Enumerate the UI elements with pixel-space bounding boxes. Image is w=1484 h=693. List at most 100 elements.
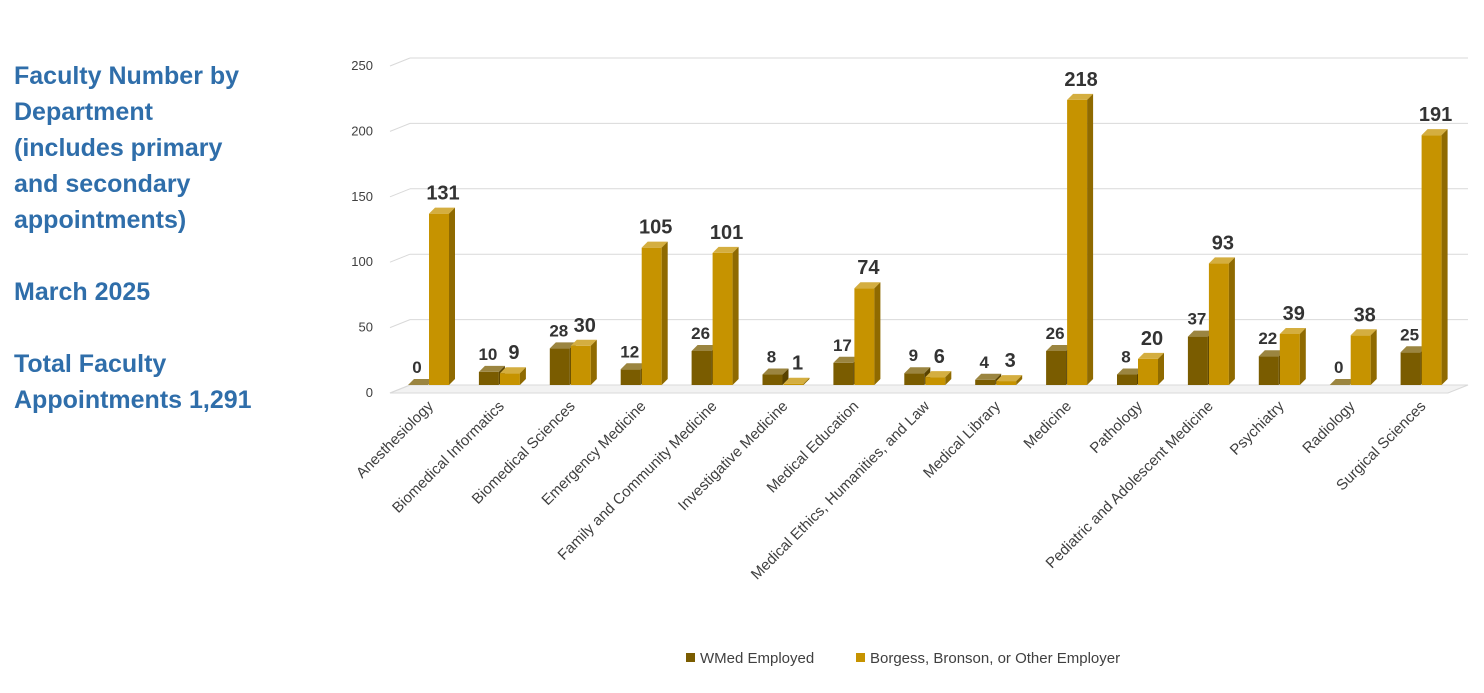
data-label-wmed: 25 [1400, 325, 1419, 344]
data-label-other: 93 [1212, 232, 1234, 254]
bar-front [499, 373, 520, 385]
legend-label-other: Borgess, Bronson, or Other Employer [870, 650, 1120, 667]
gridline-depth [389, 188, 411, 198]
data-label-wmed: 26 [691, 324, 710, 343]
bar-top [712, 246, 739, 253]
data-label-other: 6 [934, 346, 945, 368]
bar-front [854, 288, 875, 385]
panel-title-line: and secondary [14, 170, 191, 198]
data-label-other: 131 [426, 183, 459, 205]
bar-side [1441, 129, 1448, 385]
bar-front [1117, 374, 1137, 385]
bar-top [1400, 346, 1427, 353]
bar-front [1350, 335, 1371, 385]
data-label-wmed: 12 [620, 342, 639, 361]
data-label-wmed: 22 [1258, 329, 1277, 348]
bar-front [1187, 336, 1208, 385]
data-label-other: 191 [1419, 104, 1452, 126]
data-label-wmed: 8 [767, 348, 776, 367]
bar-side [1087, 93, 1094, 385]
panel-title-line: (includes primary [14, 134, 223, 162]
bar-top [1067, 93, 1094, 100]
data-label-wmed: 9 [909, 346, 918, 365]
category-label: Psychiatry [1227, 397, 1288, 458]
bar-front [620, 369, 641, 385]
y-tick-label: 100 [351, 254, 373, 269]
data-label-wmed: 28 [549, 321, 568, 340]
bar-top [996, 375, 1023, 382]
legend-swatch-wmed [686, 653, 695, 662]
panel-date: March 2025 [14, 278, 151, 306]
bar-front [641, 247, 662, 385]
bar-top [1187, 330, 1214, 337]
bar-top [1421, 129, 1448, 136]
bar-top [570, 339, 597, 346]
category-label: Medicine [1020, 398, 1074, 452]
category-label: Radiology [1299, 397, 1359, 457]
bar-top [1046, 344, 1073, 351]
bar-top [478, 365, 505, 372]
bar-front [691, 350, 712, 385]
data-label-wmed: 0 [1334, 358, 1343, 377]
data-label-wmed: 8 [1121, 348, 1130, 367]
data-label-other: 101 [710, 222, 743, 244]
bar-side [519, 367, 526, 385]
bar-side [732, 246, 739, 385]
bar-front [1046, 350, 1067, 385]
y-tick-label: 150 [351, 189, 373, 204]
data-label-other: 74 [857, 257, 880, 279]
data-label-wmed: 17 [833, 336, 852, 355]
bar-side [1370, 329, 1377, 385]
bar-front [429, 213, 449, 385]
bar-side [782, 368, 789, 385]
side-panel: Faculty Number by Department (includes p… [14, 58, 314, 418]
gridline-depth [389, 122, 411, 132]
data-label-other: 1 [792, 353, 803, 375]
bar-top [691, 344, 718, 351]
bar-top [1258, 350, 1285, 357]
bar-top [833, 356, 860, 363]
legend-swatch-other [856, 653, 865, 662]
data-label-other: 39 [1283, 303, 1305, 325]
data-label-other: 218 [1064, 69, 1097, 91]
bar-top [1117, 368, 1143, 375]
bar-top [549, 342, 576, 349]
bar-side [590, 339, 597, 385]
bar-top [1279, 327, 1306, 334]
bar-top [1138, 352, 1164, 359]
bar-side [1228, 257, 1235, 385]
bars-layer [408, 93, 1448, 385]
data-label-wmed: 10 [478, 345, 497, 364]
panel-title-line: Department [14, 98, 153, 126]
bar-side [1016, 375, 1023, 385]
gridline-depth [389, 384, 411, 394]
bar-front [1279, 333, 1300, 385]
bar-front [925, 377, 946, 385]
bar-front [975, 379, 996, 385]
panel-total-line: Total Faculty [14, 350, 167, 378]
bar-front [904, 373, 925, 385]
bar-top [408, 379, 434, 385]
data-label-wmed: 26 [1046, 324, 1065, 343]
y-tick-label: 250 [351, 58, 373, 73]
bar-front [833, 362, 854, 385]
bar-top [783, 377, 810, 384]
bar-top [641, 241, 668, 248]
bar-front [1067, 99, 1088, 385]
bar-front [1208, 263, 1229, 385]
bar-front [1421, 135, 1442, 385]
bar-top [1208, 257, 1235, 264]
bar-front [570, 345, 591, 385]
data-label-other: 105 [639, 217, 672, 239]
bar-top [1350, 329, 1377, 336]
bar-side [661, 241, 668, 385]
y-tick-label: 50 [359, 320, 373, 335]
bar-front [1258, 356, 1279, 385]
legend-label-wmed: WMed Employed [700, 650, 814, 667]
data-label-other: 3 [1005, 350, 1016, 372]
category-label: Pathology [1087, 397, 1147, 457]
panel-title-line: Faculty Number by [14, 62, 240, 90]
bar-top [925, 371, 952, 378]
